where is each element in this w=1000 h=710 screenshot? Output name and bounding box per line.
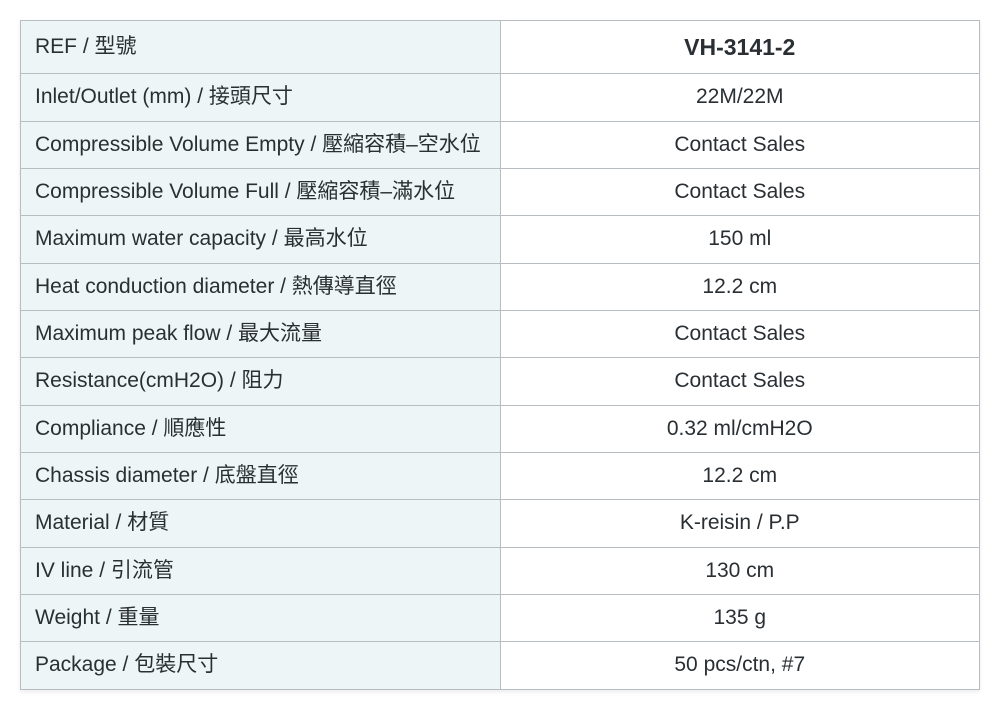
row-label: Compressible Volume Full / 壓縮容積–滿水位 — [21, 169, 501, 216]
table-row: REF / 型號 VH-3141-2 — [21, 21, 980, 74]
row-label: Chassis diameter / 底盤直徑 — [21, 453, 501, 500]
row-value: 135 g — [500, 595, 980, 642]
row-value: K-reisin / P.P — [500, 500, 980, 547]
row-label: Maximum water capacity / 最高水位 — [21, 216, 501, 263]
row-value: 22M/22M — [500, 74, 980, 121]
table-row: Compliance / 順應性 0.32 ml/cmH2O — [21, 405, 980, 452]
row-label: Material / 材質 — [21, 500, 501, 547]
table-row: Heat conduction diameter / 熱傳導直徑 12.2 cm — [21, 263, 980, 310]
row-label: Package / 包裝尺寸 — [21, 642, 501, 689]
row-label: REF / 型號 — [21, 21, 501, 74]
row-label: Weight / 重量 — [21, 595, 501, 642]
row-label: Compliance / 順應性 — [21, 405, 501, 452]
row-value: 50 pcs/ctn, #7 — [500, 642, 980, 689]
row-value: 0.32 ml/cmH2O — [500, 405, 980, 452]
row-value: VH-3141-2 — [500, 21, 980, 74]
table-row: Package / 包裝尺寸 50 pcs/ctn, #7 — [21, 642, 980, 689]
row-value: Contact Sales — [500, 311, 980, 358]
table-row: Weight / 重量 135 g — [21, 595, 980, 642]
table-row: IV line / 引流管 130 cm — [21, 547, 980, 594]
row-label: Compressible Volume Empty / 壓縮容積–空水位 — [21, 121, 501, 168]
spec-table-body: REF / 型號 VH-3141-2 Inlet/Outlet (mm) / 接… — [21, 21, 980, 690]
row-value: 150 ml — [500, 216, 980, 263]
table-row: Maximum water capacity / 最高水位 150 ml — [21, 216, 980, 263]
table-row: Compressible Volume Empty / 壓縮容積–空水位 Con… — [21, 121, 980, 168]
row-label: Maximum peak flow / 最大流量 — [21, 311, 501, 358]
row-value: Contact Sales — [500, 358, 980, 405]
row-value: Contact Sales — [500, 121, 980, 168]
row-label: IV line / 引流管 — [21, 547, 501, 594]
table-row: Resistance(cmH2O) / 阻力 Contact Sales — [21, 358, 980, 405]
row-label: Resistance(cmH2O) / 阻力 — [21, 358, 501, 405]
row-value: 12.2 cm — [500, 453, 980, 500]
row-label: Heat conduction diameter / 熱傳導直徑 — [21, 263, 501, 310]
table-row: Inlet/Outlet (mm) / 接頭尺寸 22M/22M — [21, 74, 980, 121]
spec-table: REF / 型號 VH-3141-2 Inlet/Outlet (mm) / 接… — [20, 20, 980, 690]
row-value: 12.2 cm — [500, 263, 980, 310]
table-row: Material / 材質 K-reisin / P.P — [21, 500, 980, 547]
row-value: 130 cm — [500, 547, 980, 594]
row-label: Inlet/Outlet (mm) / 接頭尺寸 — [21, 74, 501, 121]
table-row: Maximum peak flow / 最大流量 Contact Sales — [21, 311, 980, 358]
table-row: Chassis diameter / 底盤直徑 12.2 cm — [21, 453, 980, 500]
table-row: Compressible Volume Full / 壓縮容積–滿水位 Cont… — [21, 169, 980, 216]
row-value: Contact Sales — [500, 169, 980, 216]
